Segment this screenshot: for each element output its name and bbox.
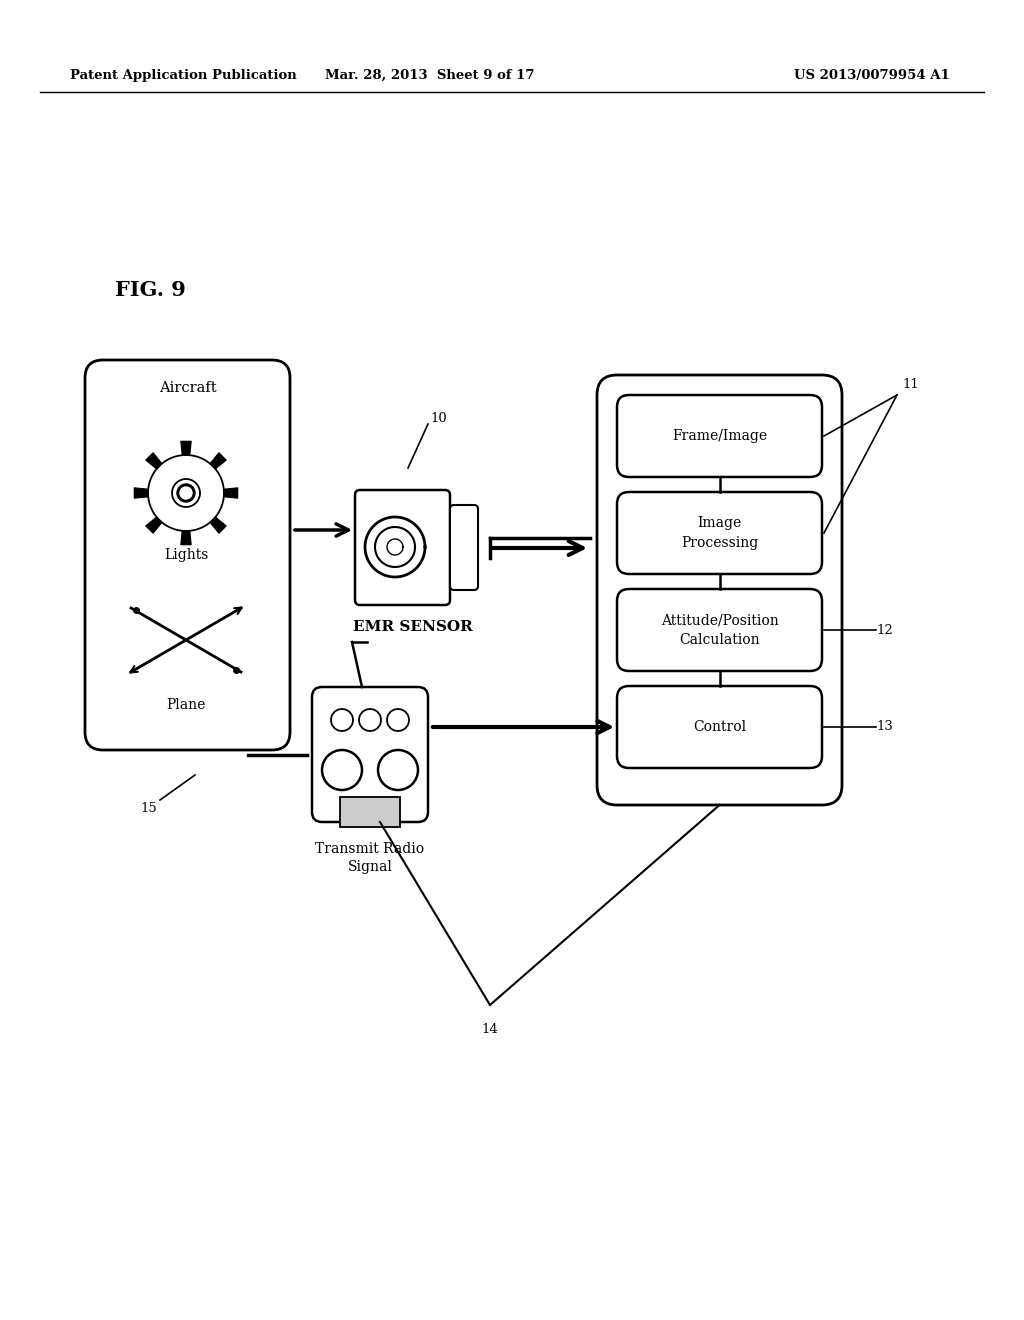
Text: 15: 15 [140, 801, 157, 814]
Text: Frame/Image: Frame/Image [672, 429, 767, 444]
Text: 12: 12 [876, 623, 893, 636]
Text: Processing: Processing [681, 536, 758, 550]
Polygon shape [145, 453, 162, 469]
Text: 13: 13 [876, 721, 893, 734]
Circle shape [177, 484, 195, 502]
Text: Mar. 28, 2013  Sheet 9 of 17: Mar. 28, 2013 Sheet 9 of 17 [326, 69, 535, 82]
Text: Lights: Lights [164, 548, 208, 562]
Bar [340, 797, 400, 828]
FancyBboxPatch shape [355, 490, 450, 605]
Text: Transmit Radio
Signal: Transmit Radio Signal [315, 842, 425, 874]
Text: Image: Image [697, 516, 741, 531]
Text: 14: 14 [481, 1023, 499, 1036]
Text: Attitude/Position: Attitude/Position [660, 612, 778, 627]
Polygon shape [145, 517, 162, 533]
Polygon shape [134, 488, 148, 498]
Text: Aircraft: Aircraft [159, 381, 216, 395]
FancyBboxPatch shape [312, 686, 428, 822]
FancyBboxPatch shape [85, 360, 290, 750]
FancyBboxPatch shape [617, 395, 822, 477]
Text: 10: 10 [430, 412, 446, 425]
Polygon shape [181, 441, 191, 455]
Text: Control: Control [693, 719, 746, 734]
Polygon shape [210, 517, 226, 533]
Polygon shape [224, 488, 238, 498]
FancyBboxPatch shape [597, 375, 842, 805]
FancyBboxPatch shape [617, 589, 822, 671]
FancyBboxPatch shape [617, 686, 822, 768]
Text: FIG. 9: FIG. 9 [115, 280, 186, 300]
FancyBboxPatch shape [450, 506, 478, 590]
Text: Plane: Plane [166, 698, 206, 711]
Text: US 2013/0079954 A1: US 2013/0079954 A1 [795, 69, 950, 82]
Polygon shape [181, 531, 191, 545]
Text: Patent Application Publication: Patent Application Publication [70, 69, 297, 82]
FancyBboxPatch shape [617, 492, 822, 574]
Text: EMR SENSOR: EMR SENSOR [352, 620, 472, 634]
Circle shape [180, 487, 193, 499]
Polygon shape [210, 453, 226, 469]
Text: 11: 11 [902, 379, 919, 392]
Text: Calculation: Calculation [679, 634, 760, 647]
